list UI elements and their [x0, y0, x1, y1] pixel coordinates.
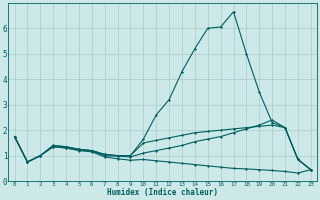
X-axis label: Humidex (Indice chaleur): Humidex (Indice chaleur) — [107, 188, 218, 197]
